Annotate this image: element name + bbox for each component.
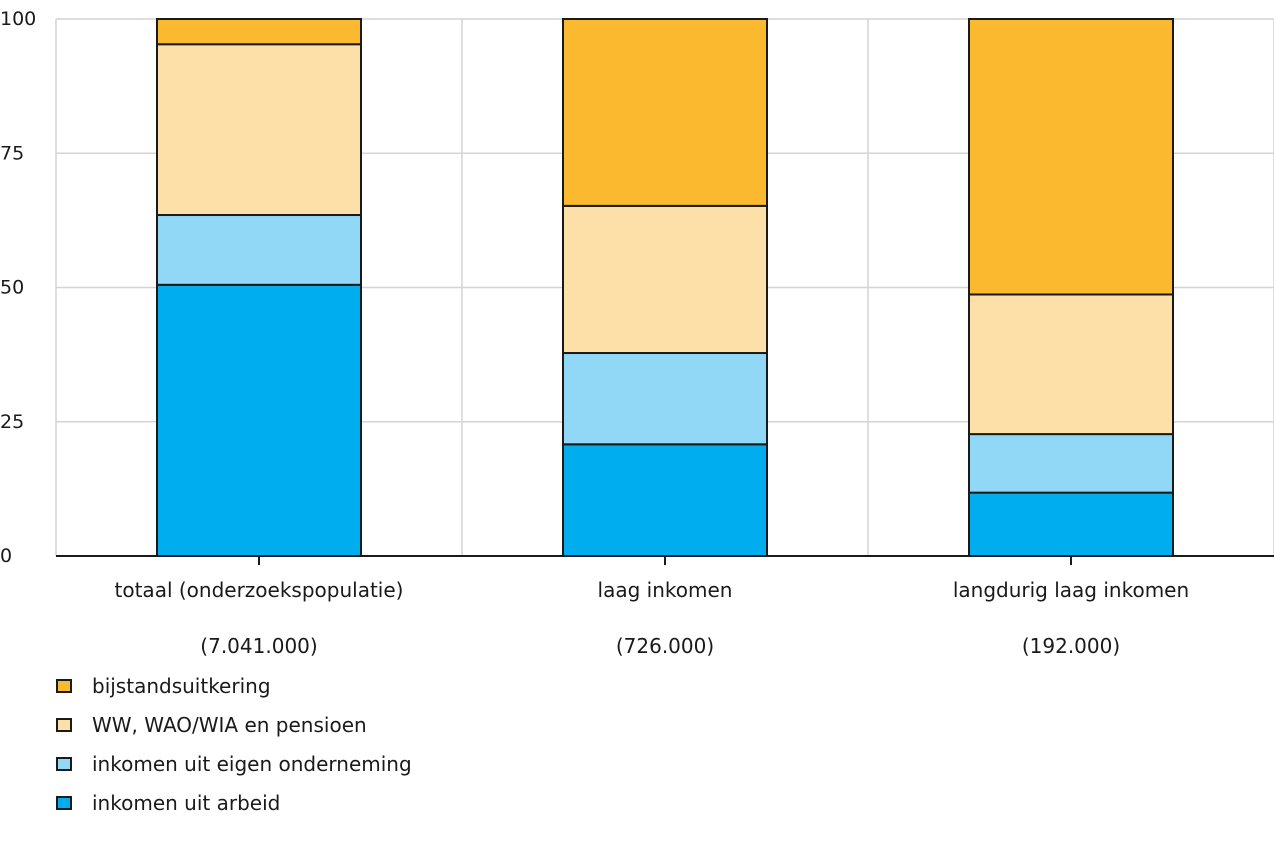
legend-label: inkomen uit eigen onderneming bbox=[92, 752, 412, 776]
legend-swatch bbox=[56, 718, 72, 732]
legend-label: bijstandsuitkering bbox=[92, 674, 271, 698]
legend: bijstandsuitkering WW, WAO/WIA en pensioe… bbox=[56, 674, 412, 830]
bar-segment-1-4 bbox=[156, 18, 362, 46]
x-tick-count: (192.000) bbox=[1022, 634, 1120, 658]
bar-segment-2-2 bbox=[562, 352, 768, 446]
x-tick-count: (7.041.000) bbox=[200, 634, 317, 658]
y-tick-label: 50 bbox=[0, 277, 24, 299]
bar-segment-3-1 bbox=[968, 491, 1174, 558]
x-tick-label: laag inkomen bbox=[598, 578, 733, 602]
legend-swatch bbox=[56, 757, 72, 771]
bar-segment-2-4 bbox=[562, 18, 768, 207]
bar-segment-3-2 bbox=[968, 433, 1174, 494]
legend-item: WW, WAO/WIA en pensioen bbox=[56, 713, 412, 737]
bar-segment-1-1 bbox=[156, 283, 362, 557]
bar-segment-2-3 bbox=[562, 204, 768, 355]
axis-labels: 0 25 50 75 100 totaal (onderzoekspopulatie) (7… bbox=[0, 8, 1189, 658]
legend-swatch bbox=[56, 679, 72, 693]
axes bbox=[56, 555, 1274, 565]
bar-segment-3-4 bbox=[968, 18, 1174, 296]
bar-segment-3-3 bbox=[968, 293, 1174, 436]
y-tick-label: 25 bbox=[0, 411, 24, 433]
legend-item: bijstandsuitkering bbox=[56, 674, 412, 698]
y-tick-label: 0 bbox=[0, 545, 12, 567]
stacked-bar-chart: 0 25 50 75 100 totaal (onderzoekspopulatie) (7… bbox=[0, 8, 1274, 658]
legend-item: inkomen uit eigen onderneming bbox=[56, 752, 412, 776]
legend-item: inkomen uit arbeid bbox=[56, 791, 412, 815]
legend-label: inkomen uit arbeid bbox=[92, 791, 281, 815]
x-tick-label: totaal (onderzoekspopulatie) bbox=[115, 578, 404, 602]
x-tick-label: langdurig laag inkomen bbox=[953, 578, 1189, 602]
bar-segment-1-2 bbox=[156, 214, 362, 286]
legend-label: WW, WAO/WIA en pensioen bbox=[92, 713, 367, 737]
y-tick-label: 75 bbox=[0, 142, 24, 164]
x-tick-count: (726.000) bbox=[616, 634, 714, 658]
bars bbox=[156, 18, 1174, 558]
bar-segment-2-1 bbox=[562, 443, 768, 557]
legend-swatch bbox=[56, 796, 72, 810]
bar-segment-1-3 bbox=[156, 43, 362, 217]
y-tick-label: 100 bbox=[0, 8, 36, 30]
